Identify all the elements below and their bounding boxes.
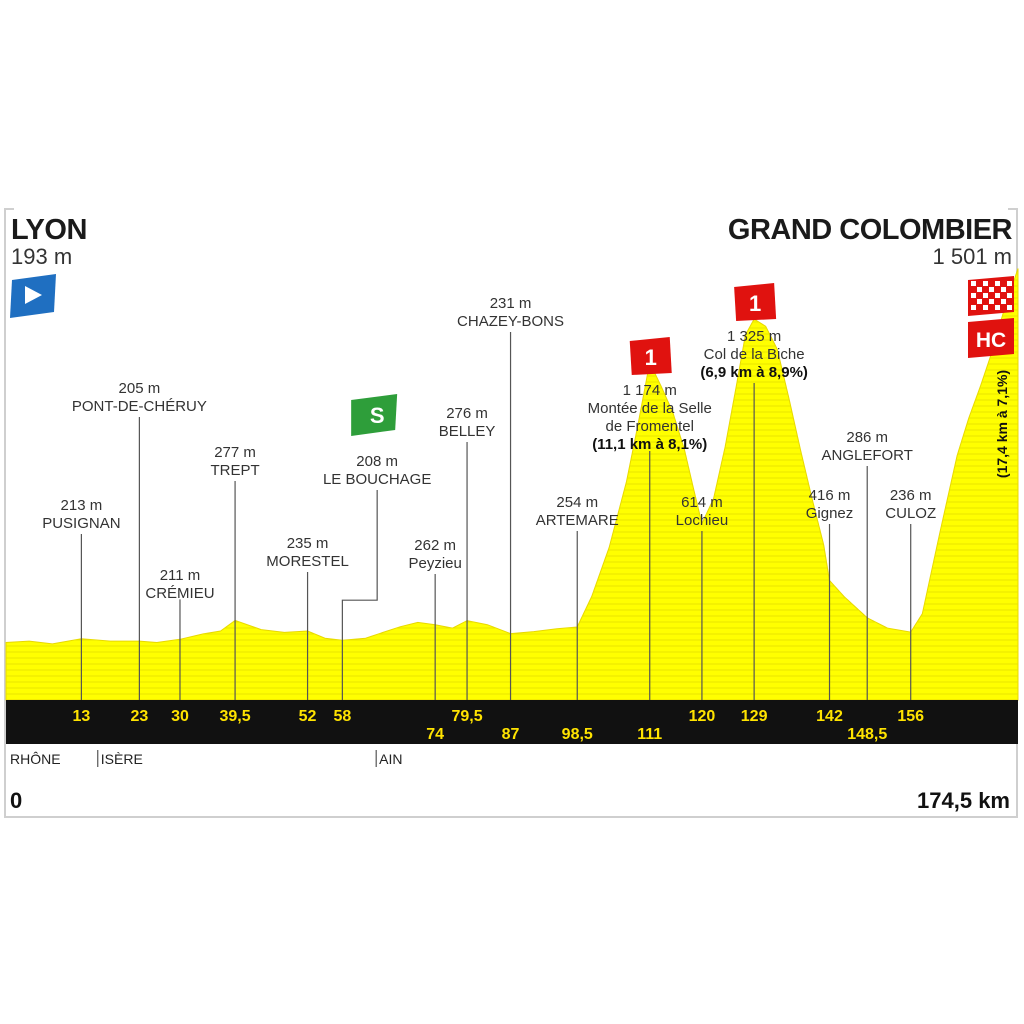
checkered-square xyxy=(1007,281,1012,286)
checkered-square xyxy=(1001,299,1006,304)
waypoint-name: CRÉMIEU xyxy=(145,585,214,602)
region-label: RHÔNE xyxy=(10,751,61,767)
checkered-square xyxy=(971,281,976,286)
finish-altitude: 1 501 m xyxy=(932,244,1013,269)
waypoint-altitude: 262 m xyxy=(414,537,456,554)
waypoint-name: Gignez xyxy=(806,505,854,522)
km-marker-label: 52 xyxy=(299,708,317,725)
waypoint-line xyxy=(341,490,378,700)
waypoint-altitude: 254 m xyxy=(556,494,598,511)
waypoint-altitude: 1 174 m xyxy=(623,382,677,399)
waypoint-altitude: 1 325 m xyxy=(727,328,781,345)
checkered-square xyxy=(983,281,988,286)
checkered-square xyxy=(971,305,976,310)
elevation-profile-area xyxy=(5,268,1019,701)
start-altitude: 193 m xyxy=(11,244,73,269)
waypoint-altitude: 205 m xyxy=(119,380,161,397)
checkered-square xyxy=(995,305,1000,310)
waypoint-name: ANGLEFORT xyxy=(822,447,913,464)
km-marker-label: 13 xyxy=(72,708,90,725)
km-marker-label: 23 xyxy=(130,708,148,725)
waypoint-name: TREPT xyxy=(210,462,259,479)
region-label: AIN xyxy=(379,751,402,767)
waypoint-name: ARTEMARE xyxy=(536,512,619,529)
finish-flag-icon xyxy=(968,276,1014,316)
waypoint-altitude: 235 m xyxy=(287,535,329,552)
waypoint-altitude: 211 m xyxy=(160,567,201,584)
sprint-label: S xyxy=(370,403,385,428)
checkered-square xyxy=(1007,305,1012,310)
checkered-square xyxy=(995,293,1000,298)
waypoint-altitude: 236 m xyxy=(890,487,932,504)
climb-category-label: HC xyxy=(976,329,1006,352)
intermediate-sprint-icon xyxy=(351,394,398,436)
start-name: LYON xyxy=(11,214,87,246)
waypoint-name: MORESTEL xyxy=(266,553,349,570)
km-marker-label: 79,5 xyxy=(451,708,482,725)
waypoint-altitude: 416 m xyxy=(809,487,851,504)
waypoint-name: CHAZEY-BONS xyxy=(457,313,564,330)
checkered-square xyxy=(977,299,982,304)
climb-category-1-icon xyxy=(734,283,777,321)
start-distance: 0 xyxy=(10,788,22,813)
climb-stats: (11,1 km à 8,1%) xyxy=(592,436,707,453)
checkered-square xyxy=(977,287,982,292)
km-marker-label: 98,5 xyxy=(562,726,593,743)
waypoint-name: Peyzieu xyxy=(408,555,461,572)
climb-stats: (6,9 km à 8,9%) xyxy=(700,364,808,381)
play-triangle-icon xyxy=(25,286,42,304)
waypoint-altitude: 231 m xyxy=(490,295,532,312)
distance-band xyxy=(6,700,1018,744)
checkered-square xyxy=(971,293,976,298)
waypoint-name: PONT-DE-CHÉRUY xyxy=(72,398,207,415)
waypoint-name: de Fromentel xyxy=(606,418,694,435)
km-marker-label: 87 xyxy=(502,726,520,743)
climb-category-hc-icon xyxy=(968,318,1014,358)
waypoint-altitude: 213 m xyxy=(61,497,103,514)
km-marker-label: 30 xyxy=(171,708,189,725)
checkered-square xyxy=(1007,293,1012,298)
checkered-square xyxy=(983,293,988,298)
checkered-square xyxy=(989,287,994,292)
waypoint-altitude: 277 m xyxy=(214,444,256,461)
waypoint-altitude: 286 m xyxy=(846,429,888,446)
waypoint-altitude: 208 m xyxy=(356,453,398,470)
waypoint-name: Montée de la Selle xyxy=(588,400,712,417)
waypoint-name: Lochieu xyxy=(676,512,729,529)
waypoint-altitude: 614 m xyxy=(681,494,723,511)
checkered-square xyxy=(989,299,994,304)
region-label: ISÈRE xyxy=(101,751,143,767)
km-marker-label: 129 xyxy=(741,708,768,725)
checkered-square xyxy=(1001,287,1006,292)
km-marker-label: 120 xyxy=(689,708,716,725)
km-marker-label: 39,5 xyxy=(220,708,251,725)
checkered-square xyxy=(983,305,988,310)
waypoint-name: LE BOUCHAGE xyxy=(323,471,431,488)
km-marker-label: 111 xyxy=(637,726,662,743)
climb-category-label: 1 xyxy=(645,345,657,370)
finish-name: GRAND COLOMBIER xyxy=(727,214,1013,246)
climb-category-label: 1 xyxy=(749,291,761,316)
waypoint-altitude: 276 m xyxy=(446,405,488,422)
climb-category-1-icon xyxy=(629,337,672,375)
km-marker-label: 156 xyxy=(897,708,924,725)
waypoint-name: BELLEY xyxy=(439,423,496,440)
km-marker-label: 58 xyxy=(333,708,351,725)
km-marker-label: 142 xyxy=(816,708,843,725)
km-marker-label: 74 xyxy=(426,726,444,743)
km-marker-label: 148,5 xyxy=(847,726,887,743)
waypoint-name: CULOZ xyxy=(885,505,936,522)
finish-distance: 174,5 km xyxy=(917,788,1010,813)
waypoint-name: Col de la Biche xyxy=(704,346,805,363)
waypoint-name: PUSIGNAN xyxy=(42,515,120,532)
checkered-square xyxy=(995,281,1000,286)
finish-climb-stats: (17,4 km à 7,1%) xyxy=(994,370,1010,478)
